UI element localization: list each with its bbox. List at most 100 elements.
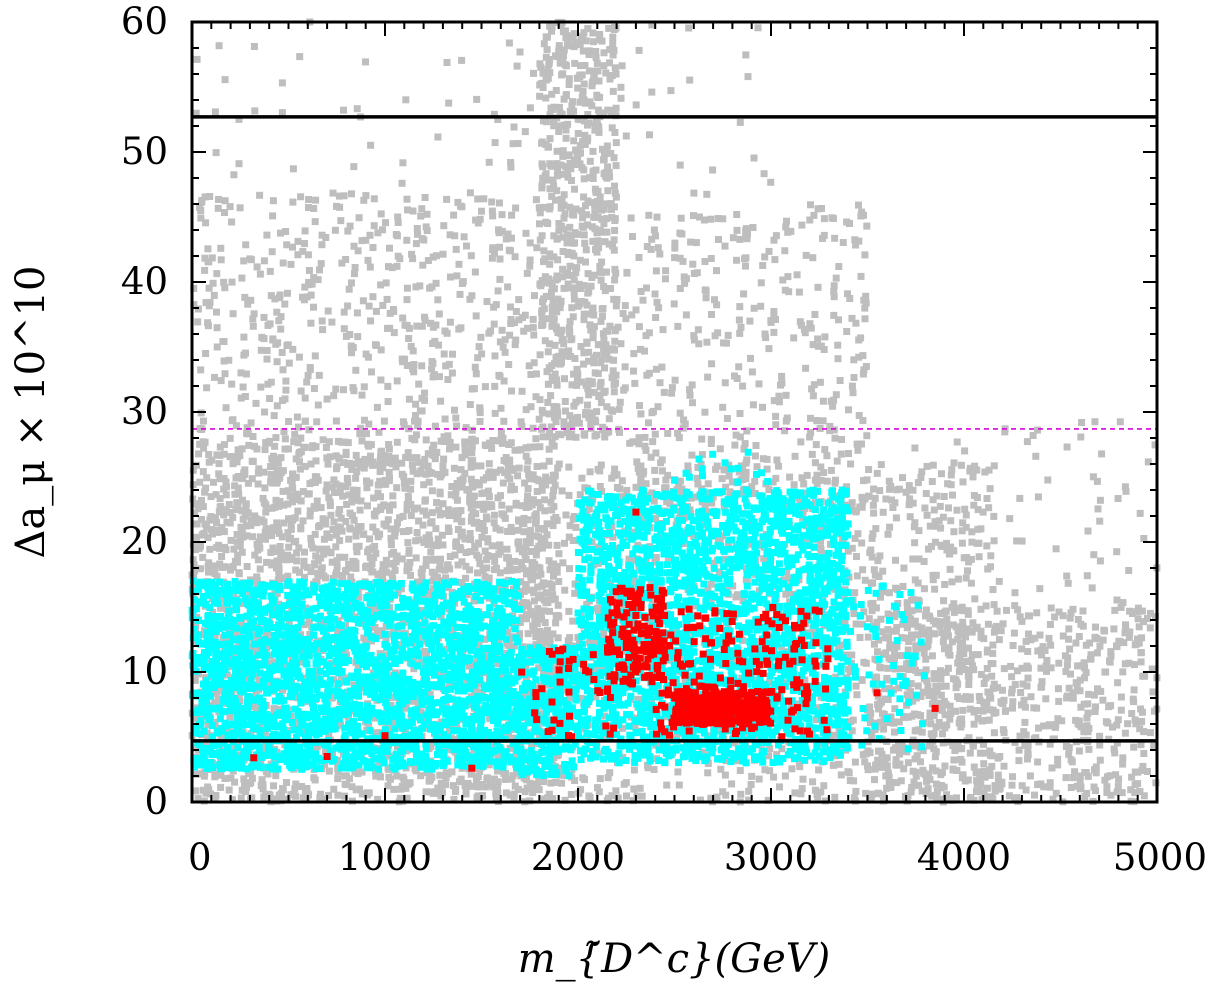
data-point	[533, 782, 541, 789]
data-point	[682, 275, 690, 283]
data-point	[504, 283, 512, 291]
data-point	[314, 276, 322, 284]
data-point	[570, 370, 578, 378]
data-point	[609, 33, 617, 41]
data-point	[197, 770, 205, 778]
data-point	[223, 671, 231, 679]
data-point	[550, 404, 558, 412]
data-point	[277, 469, 285, 477]
data-point	[473, 793, 481, 801]
data-point	[329, 574, 337, 582]
data-point	[483, 503, 491, 511]
data-point	[451, 406, 458, 414]
data-point	[807, 324, 815, 332]
data-point	[707, 435, 715, 443]
data-point	[834, 355, 842, 363]
data-point	[319, 436, 327, 444]
data-point	[556, 122, 563, 130]
data-point	[369, 568, 377, 576]
data-point	[684, 462, 692, 470]
data-point	[555, 42, 563, 50]
data-point	[418, 235, 426, 243]
data-point	[244, 430, 252, 438]
data-point	[401, 781, 409, 789]
data-point	[511, 557, 519, 565]
data-point	[643, 243, 651, 250]
data-point	[719, 215, 727, 223]
data-point	[358, 391, 366, 399]
data-point	[227, 774, 235, 782]
data-point	[256, 270, 264, 278]
data-point	[551, 595, 559, 603]
data-point	[450, 796, 458, 803]
data-point	[200, 529, 208, 537]
data-point	[391, 528, 399, 536]
data-point	[688, 451, 696, 459]
data-point	[652, 554, 660, 561]
data-point	[594, 237, 602, 245]
data-point	[502, 454, 510, 461]
data-point	[504, 641, 512, 649]
data-point	[414, 230, 421, 238]
data-point	[213, 543, 221, 551]
data-point	[906, 495, 914, 503]
data-point	[466, 189, 474, 197]
data-point	[367, 452, 374, 460]
data-point	[677, 214, 685, 222]
data-point	[269, 544, 277, 552]
data-point	[561, 686, 569, 694]
data-point	[922, 606, 930, 614]
data-point	[609, 40, 617, 47]
data-point	[566, 318, 574, 326]
data-point	[434, 535, 442, 543]
data-point	[811, 311, 819, 318]
data-point	[557, 161, 565, 169]
data-point	[765, 247, 773, 255]
data-point	[575, 280, 583, 288]
data-point	[196, 425, 204, 432]
data-point	[536, 236, 544, 244]
data-point	[451, 232, 459, 240]
data-point	[676, 285, 684, 292]
data-point	[453, 538, 460, 546]
data-point	[645, 369, 653, 377]
data-point	[393, 772, 401, 780]
data-point	[468, 436, 476, 444]
data-point	[962, 574, 970, 582]
data-point	[316, 545, 324, 553]
data-point	[322, 487, 330, 495]
data-point	[556, 109, 564, 117]
data-point	[698, 451, 706, 459]
data-point	[211, 562, 219, 570]
data-point	[473, 727, 480, 735]
data-point	[610, 356, 618, 364]
data-point	[374, 795, 382, 803]
data-point	[359, 297, 367, 305]
data-point	[375, 428, 383, 436]
data-point	[400, 478, 408, 486]
data-point	[807, 429, 815, 437]
data-point	[301, 417, 309, 425]
data-point	[860, 366, 868, 374]
data-point	[251, 551, 259, 559]
data-point	[546, 250, 554, 258]
data-point	[565, 533, 573, 541]
data-point	[480, 527, 488, 534]
data-point	[592, 115, 600, 123]
data-point	[817, 342, 825, 350]
data-point	[826, 427, 834, 435]
data-point	[401, 355, 409, 363]
data-point	[962, 523, 970, 531]
data-point	[403, 296, 411, 304]
data-point	[366, 231, 374, 239]
data-point	[282, 377, 290, 385]
data-point	[354, 665, 362, 673]
data-point	[622, 315, 630, 323]
data-point	[595, 244, 603, 252]
data-point	[316, 522, 324, 530]
data-point	[220, 511, 228, 519]
data-point	[782, 417, 790, 425]
data-point	[611, 182, 618, 190]
data-point	[892, 556, 899, 564]
data-point	[418, 205, 426, 213]
